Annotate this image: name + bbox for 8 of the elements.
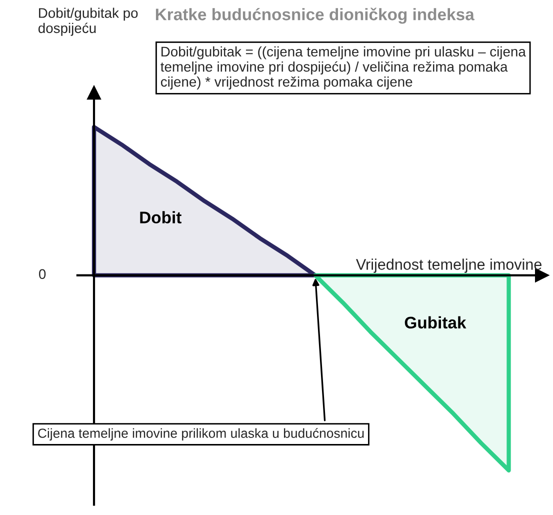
text: Dobit/gubitak = ((cijena temeljne imovine pri ulasku – cijena temeljne imovine pri dospijeću) / veličina režima pomaka cijene) * vrijednost režima pomaka cijene bbox=[160, 46, 526, 90]
x-axis-title: Vrijednost temeljne imovine bbox=[356, 258, 542, 273]
series-label: Gubitak bbox=[404, 316, 466, 329]
chart-title: Kratke budućnosnice dioničkog indeksa bbox=[156, 8, 474, 24]
series-label: Dobit bbox=[140, 211, 182, 224]
annotation: Cijena temeljne imovine prilikom ulaska u budućnosnicu bbox=[38, 428, 364, 441]
text: 0 bbox=[38, 269, 46, 280]
text: Dobit/gubitak po dospijeću bbox=[38, 8, 138, 36]
